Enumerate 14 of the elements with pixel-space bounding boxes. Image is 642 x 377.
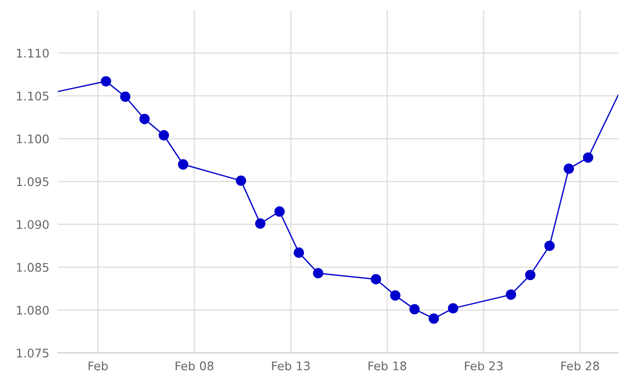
y-tick-label: 1.105 [16, 92, 48, 101]
x-tick-label: Feb 28 [561, 361, 600, 370]
x-tick-label: Feb 08 [176, 361, 214, 370]
y-tick-label: 1.080 [16, 306, 49, 315]
x-tick-label: Feb 23 [464, 361, 503, 370]
y-tick-label: 1.085 [16, 262, 48, 272]
x-tick-label: Feb 13 [272, 361, 310, 370]
x-tick-label: Feb 18 [368, 361, 406, 370]
y-tick-label: 1.075 [16, 348, 48, 358]
y-tick-label: 1.095 [16, 177, 48, 186]
y-tick-label: 1.110 [16, 48, 49, 58]
y-tick-label: 1.090 [16, 220, 49, 230]
y-tick-label: 1.100 [16, 134, 49, 144]
x-tick-label: Feb [88, 361, 108, 370]
